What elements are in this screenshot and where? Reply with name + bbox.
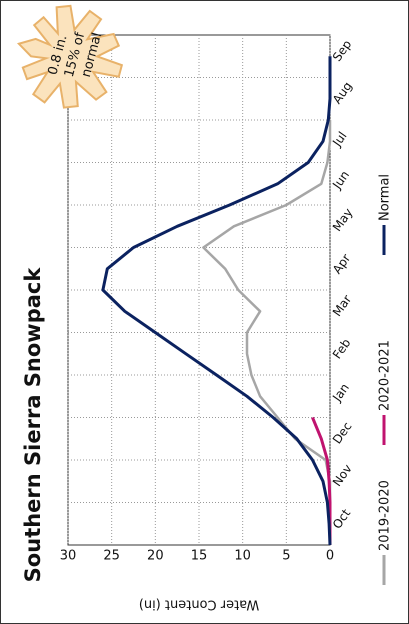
x-tick-label: Aug [330, 79, 355, 106]
x-tick-label: Dec [330, 419, 355, 446]
y-axis-title: Water Content (in) [139, 597, 259, 612]
x-tick-label: Oct [330, 506, 354, 531]
x-tick-label: Mar [330, 292, 354, 319]
x-tick-label: Apr [330, 251, 353, 276]
x-tick-label: Feb [330, 336, 354, 361]
x-tick-label: Sep [330, 37, 354, 64]
y-tick-label: 25 [103, 549, 120, 564]
legend-label: 2019-2020 [378, 480, 393, 551]
x-tick-label: May [330, 206, 356, 234]
chart-title: Southern Sierra Snowpack [21, 267, 45, 583]
legend-label: 2020-2021 [378, 340, 393, 411]
y-tick-label: 10 [234, 549, 251, 564]
y-tick-label: 5 [282, 549, 290, 564]
x-tick-label: Jul [329, 129, 349, 150]
y-tick-label: 20 [147, 549, 164, 564]
x-tick-label: Jun [329, 168, 352, 192]
series-line [101, 56, 332, 546]
series-line [311, 416, 332, 545]
snowflake-annotation [16, 4, 124, 109]
y-tick-label: 30 [60, 549, 77, 564]
y-tick-label: 0 [326, 549, 334, 564]
snowflake [16, 4, 124, 109]
x-tick-label: Nov [330, 462, 355, 489]
x-tick-label: Jan [329, 381, 352, 405]
y-tick-label: 15 [191, 549, 208, 564]
legend-label: Normal [378, 174, 393, 221]
